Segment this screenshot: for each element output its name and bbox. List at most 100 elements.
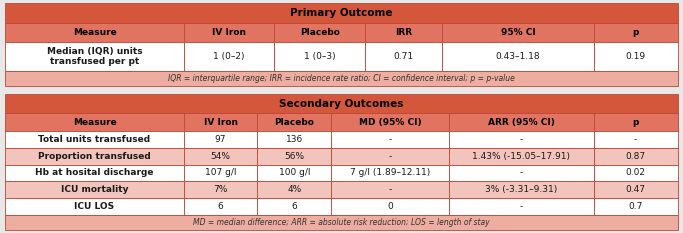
Bar [184,164,257,181]
Bar [5,94,678,113]
Bar [449,148,594,164]
Bar [331,131,449,148]
Bar [365,23,443,42]
Text: 97: 97 [214,135,226,144]
Text: Placebo: Placebo [275,118,314,127]
Text: p: p [632,118,639,127]
Bar [184,198,257,215]
Bar [184,181,257,198]
Text: Measure: Measure [72,28,116,37]
Bar [5,148,184,164]
Text: Hb at hosital discharge: Hb at hosital discharge [36,168,154,177]
Bar [257,113,331,131]
Text: 95% CI: 95% CI [501,28,535,37]
Bar [5,164,184,181]
Text: 0.7: 0.7 [628,202,643,211]
Bar [5,23,184,42]
Text: 0.71: 0.71 [393,52,414,61]
Text: 1 (0–3): 1 (0–3) [304,52,335,61]
Text: p: p [632,28,639,37]
Text: 0.19: 0.19 [626,52,645,61]
Bar [184,148,257,164]
Text: 0.02: 0.02 [626,168,645,177]
Text: 0.43–1.18: 0.43–1.18 [496,52,540,61]
Bar [275,42,365,71]
Text: 56%: 56% [284,152,305,161]
Text: IV Iron: IV Iron [204,118,238,127]
Bar [5,131,184,148]
Bar [594,148,678,164]
Text: MD (95% CI): MD (95% CI) [359,118,421,127]
Text: -: - [634,135,637,144]
Text: 7 g/l (1.89–12.11): 7 g/l (1.89–12.11) [350,168,430,177]
Text: Total units transfused: Total units transfused [38,135,150,144]
Text: 0: 0 [387,202,393,211]
Bar [5,181,184,198]
Bar [184,23,275,42]
Bar [449,131,594,148]
Text: Secondary Outcomes: Secondary Outcomes [279,99,404,109]
Bar [594,113,678,131]
Bar [184,131,257,148]
Text: -: - [520,135,523,144]
Text: 107 g/l: 107 g/l [205,168,236,177]
Bar [5,113,184,131]
Bar [449,198,594,215]
Text: MD = median difference; ARR = absolute risk reduction; LOS = length of stay: MD = median difference; ARR = absolute r… [193,218,490,227]
Text: ICU LOS: ICU LOS [74,202,115,211]
Text: Placebo: Placebo [300,28,339,37]
Text: IQR = interquartile range; IRR = incidence rate ratio; CI = confidence interval;: IQR = interquartile range; IRR = inciden… [168,74,515,83]
Text: 6: 6 [292,202,297,211]
Text: -: - [389,152,392,161]
Bar [331,164,449,181]
Bar [5,215,678,230]
Bar [257,164,331,181]
Bar [594,42,678,71]
Text: 0.47: 0.47 [626,185,645,194]
Text: 100 g/l: 100 g/l [279,168,310,177]
Bar [184,113,257,131]
Bar [365,42,443,71]
Bar [443,42,594,71]
Text: 7%: 7% [213,185,227,194]
Text: 54%: 54% [210,152,231,161]
Bar [257,148,331,164]
Text: 0.87: 0.87 [626,152,645,161]
Bar [449,164,594,181]
Text: 3% (-3.31–9.31): 3% (-3.31–9.31) [485,185,557,194]
Text: ARR (95% CI): ARR (95% CI) [488,118,555,127]
Bar [5,3,678,23]
Bar [331,113,449,131]
Text: 4%: 4% [288,185,302,194]
Bar [594,23,678,42]
Bar [594,181,678,198]
Bar [594,131,678,148]
Bar [257,198,331,215]
Text: IRR: IRR [395,28,413,37]
Bar [5,71,678,86]
Bar [331,148,449,164]
Text: 1 (0–2): 1 (0–2) [213,52,245,61]
Bar [257,181,331,198]
Text: ICU mortality: ICU mortality [61,185,128,194]
Text: -: - [389,135,392,144]
Bar [443,23,594,42]
Bar [594,198,678,215]
Text: Primary Outcome: Primary Outcome [290,8,393,18]
Text: 136: 136 [285,135,303,144]
Text: -: - [389,185,392,194]
Text: Median (IQR) units
transfused per pt: Median (IQR) units transfused per pt [46,47,142,66]
Bar [331,181,449,198]
Bar [5,42,184,71]
Text: -: - [520,202,523,211]
Bar [331,198,449,215]
Text: Proportion transfused: Proportion transfused [38,152,151,161]
Text: 6: 6 [218,202,223,211]
Bar [275,23,365,42]
Text: IV Iron: IV Iron [212,28,246,37]
Bar [184,42,275,71]
Text: 1.43% (-15.05–17.91): 1.43% (-15.05–17.91) [472,152,570,161]
Bar [5,198,184,215]
Text: Measure: Measure [72,118,116,127]
Bar [449,113,594,131]
